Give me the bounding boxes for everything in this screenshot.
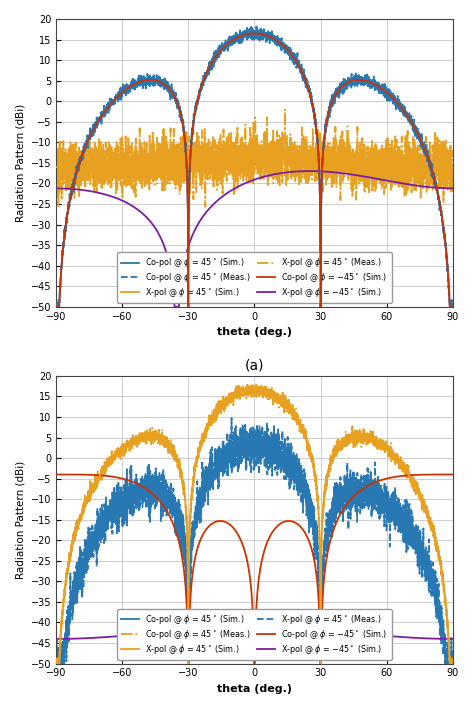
X-axis label: theta (deg.): theta (deg.)	[217, 684, 292, 694]
X-axis label: theta (deg.): theta (deg.)	[217, 327, 292, 337]
Legend: Co-pol @ $\phi$ = 45$^\circ$ (Sim.), Co-pol @ $\phi$ = 45$^\circ$ (Meas.), X-pol: Co-pol @ $\phi$ = 45$^\circ$ (Sim.), Co-…	[117, 252, 392, 303]
Y-axis label: Radiation Pattern (dBi): Radiation Pattern (dBi)	[15, 461, 25, 579]
Legend: Co-pol @ $\phi$ = 45$^\circ$ (Sim.), Co-pol @ $\phi$ = 45$^\circ$ (Meas.), X-pol: Co-pol @ $\phi$ = 45$^\circ$ (Sim.), Co-…	[117, 609, 392, 659]
Text: (a): (a)	[245, 359, 264, 372]
Y-axis label: Radiation Pattern (dBi): Radiation Pattern (dBi)	[15, 104, 25, 222]
